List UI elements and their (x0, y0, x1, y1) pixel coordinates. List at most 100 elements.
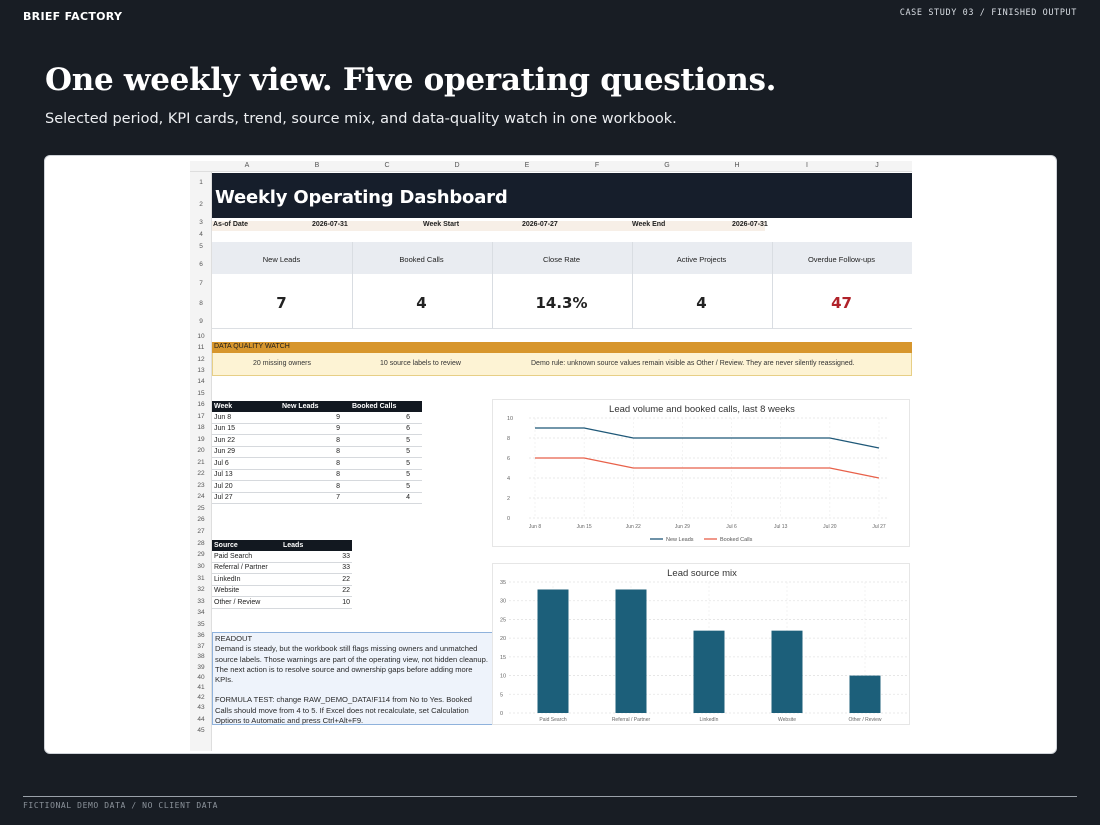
row-header[interactable]: 20 (197, 447, 205, 454)
kpi-value-new-leads[interactable]: 7 (276, 294, 287, 312)
row-header[interactable]: 42 (197, 694, 205, 701)
table-row[interactable]: Jul 6 8 5 (212, 458, 422, 470)
column-header[interactable]: C (384, 162, 390, 169)
table-row[interactable]: Paid Search 33 (212, 551, 352, 563)
row-header[interactable]: 38 (197, 653, 205, 660)
row-header[interactable]: 29 (197, 551, 205, 558)
row-header[interactable]: 44 (197, 716, 205, 723)
column-header-cell: Leads (283, 541, 304, 549)
row-header[interactable]: 14 (197, 378, 205, 385)
column-header[interactable]: F (594, 162, 600, 169)
as-of-date-value[interactable]: 2026-07-31 (312, 221, 348, 228)
row-header[interactable]: 43 (197, 704, 205, 711)
row-header[interactable]: 25 (197, 505, 205, 512)
row-header[interactable]: 28 (197, 540, 205, 547)
row-header[interactable]: 15 (197, 390, 205, 397)
row-header[interactable]: 3 (199, 219, 203, 226)
row-header[interactable]: 23 (197, 482, 205, 489)
row-header[interactable]: 1 (199, 179, 203, 186)
y-tick-label: 20 (500, 636, 506, 642)
row-header[interactable]: 24 (197, 493, 205, 500)
bar-chart[interactable]: Lead source mix 0 5 10 15 20 25 30 35 Paid Search… (492, 563, 910, 725)
column-header[interactable]: A (244, 162, 250, 169)
column-header[interactable]: H (734, 162, 740, 169)
column-header[interactable]: G (664, 162, 670, 169)
row-header[interactable]: 40 (197, 674, 205, 681)
table-row[interactable]: LinkedIn 22 (212, 574, 352, 586)
row-header[interactable]: 5 (199, 243, 203, 250)
series-line-new-leads[interactable] (535, 427, 880, 449)
row-header[interactable]: 7 (199, 280, 203, 287)
row-header[interactable]: 30 (197, 563, 205, 570)
row-header[interactable]: 33 (197, 598, 205, 605)
table-row[interactable]: Website 22 (212, 586, 352, 598)
bar-paid-search[interactable] (537, 589, 569, 713)
line-chart[interactable]: Lead volume and booked calls, last 8 wee… (492, 399, 910, 547)
row-header[interactable]: 36 (197, 632, 205, 639)
kpi-value-band: 7 4 14.3% 4 47 (212, 274, 912, 329)
column-header[interactable]: J (875, 162, 879, 169)
row-header[interactable]: 9 (199, 318, 203, 325)
kpi-value-booked-calls[interactable]: 4 (416, 294, 427, 312)
row-header[interactable]: 19 (197, 436, 205, 443)
row-header[interactable]: 26 (197, 516, 205, 523)
table-row[interactable]: Jul 13 8 5 (212, 470, 422, 481)
kpi-value-close-rate[interactable]: 14.3% (535, 294, 588, 312)
bar-linkedin[interactable] (693, 630, 725, 713)
row-header[interactable]: 41 (197, 684, 205, 691)
row-header[interactable]: 22 (197, 470, 205, 477)
source-labels-review-count[interactable]: 10 source labels to review (380, 360, 461, 367)
bar-website[interactable] (771, 630, 803, 713)
week-start-value[interactable]: 2026-07-27 (522, 221, 558, 228)
row-header[interactable]: 6 (199, 261, 203, 268)
row-header[interactable]: 13 (197, 367, 205, 374)
table-row[interactable]: Jun 22 8 5 (212, 435, 422, 447)
readout-note[interactable]: READOUT Demand is steady, but the workbo… (212, 632, 493, 725)
row-header[interactable]: 10 (197, 333, 205, 340)
bar-other-review[interactable] (849, 675, 881, 713)
x-tick-label: Other / Review (848, 717, 881, 723)
table-row[interactable]: Referral / Partner 33 (212, 563, 352, 575)
row-header[interactable]: 18 (197, 424, 205, 431)
series-line-booked-calls[interactable] (535, 457, 880, 479)
table-row[interactable]: Other / Review 10 (212, 597, 352, 609)
week-end-value[interactable]: 2026-07-31 (732, 221, 768, 228)
column-header[interactable]: I (806, 162, 808, 169)
line-chart-title: Lead volume and booked calls, last 8 wee… (609, 404, 795, 415)
column-header[interactable]: E (524, 162, 530, 169)
row-header[interactable]: 34 (197, 609, 205, 616)
missing-owners-count[interactable]: 20 missing owners (253, 360, 311, 367)
bar-referral-partner[interactable] (615, 589, 647, 713)
table-row[interactable]: Jul 27 7 4 (212, 493, 422, 504)
kpi-label-active-projects: Active Projects (676, 255, 727, 264)
row-header[interactable]: 8 (199, 300, 203, 307)
row-header[interactable]: 12 (197, 356, 205, 363)
kpi-value-overdue-follow-ups[interactable]: 47 (831, 294, 852, 312)
table-row[interactable]: Jun 29 8 5 (212, 447, 422, 458)
kpi-value-active-projects[interactable]: 4 (696, 294, 707, 312)
row-header[interactable]: 11 (197, 344, 205, 351)
row-header[interactable]: 35 (197, 621, 205, 628)
row-header[interactable]: 16 (197, 401, 205, 408)
table-cell: 8 (336, 436, 340, 444)
row-header[interactable]: 27 (197, 528, 205, 535)
table-row[interactable]: Jun 15 9 6 (212, 424, 422, 435)
row-header[interactable]: 45 (197, 727, 205, 734)
table-cell: 5 (406, 436, 410, 444)
column-header[interactable]: B (314, 162, 320, 169)
y-tick-label: 5 (500, 692, 503, 698)
row-header[interactable]: 31 (197, 575, 205, 582)
x-tick-label: Referral / Partner (612, 717, 651, 723)
row-header[interactable]: 4 (199, 231, 203, 238)
table-cell: Jun 29 (214, 448, 236, 455)
table-row[interactable]: Jul 20 8 5 (212, 481, 422, 493)
table-cell: 8 (336, 459, 340, 467)
row-header[interactable]: 32 (197, 586, 205, 593)
row-header[interactable]: 17 (197, 413, 205, 420)
row-header[interactable]: 21 (197, 459, 205, 466)
row-header[interactable]: 2 (199, 201, 203, 208)
row-header[interactable]: 37 (197, 643, 205, 650)
table-row[interactable]: Jun 8 9 6 (212, 412, 422, 424)
column-header[interactable]: D (454, 162, 460, 169)
row-header[interactable]: 39 (197, 664, 205, 671)
